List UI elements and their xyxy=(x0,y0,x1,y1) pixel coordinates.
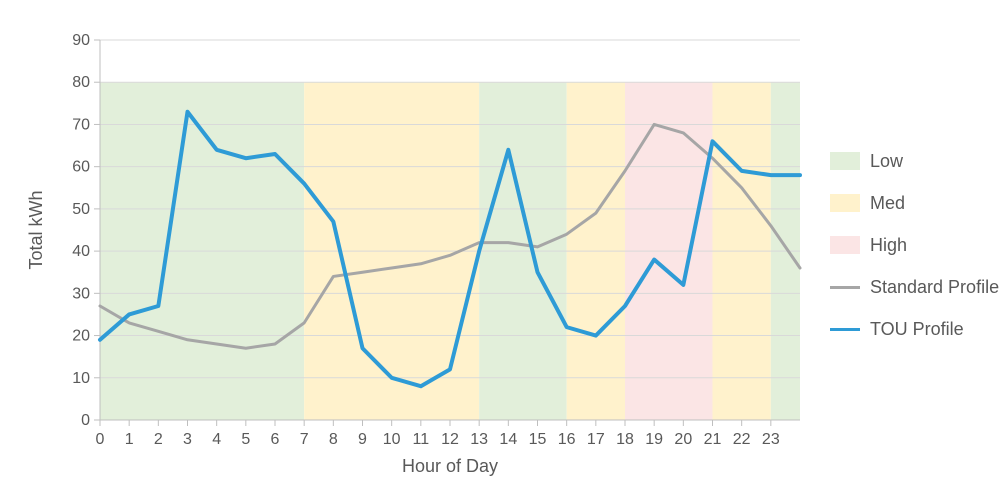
legend-item-high: High xyxy=(830,224,999,266)
y-tick-label: 30 xyxy=(72,285,90,302)
y-tick-label: 40 xyxy=(72,243,90,260)
y-tick-label: 10 xyxy=(72,370,90,387)
x-tick-label: 3 xyxy=(183,431,192,448)
chart-container: 0102030405060708090012345678910111213141… xyxy=(0,0,1000,500)
legend-item-tou-profile: TOU Profile xyxy=(830,308,999,350)
x-tick-label: 4 xyxy=(212,431,221,448)
x-tick-label: 1 xyxy=(125,431,134,448)
x-tick-label: 23 xyxy=(762,431,780,448)
legend-label: Standard Profile xyxy=(870,277,999,298)
x-tick-label: 16 xyxy=(558,431,576,448)
x-tick-label: 17 xyxy=(587,431,605,448)
legend-item-standard-profile: Standard Profile xyxy=(830,266,999,308)
y-tick-label: 80 xyxy=(72,74,90,91)
y-tick-label: 0 xyxy=(81,412,90,429)
x-tick-label: 0 xyxy=(96,431,105,448)
legend-label: Low xyxy=(870,151,903,172)
x-tick-label: 11 xyxy=(413,431,430,448)
y-tick-label: 90 xyxy=(72,32,90,49)
x-tick-label: 13 xyxy=(470,431,488,448)
x-tick-label: 21 xyxy=(704,431,722,448)
x-tick-label: 2 xyxy=(154,431,163,448)
x-tick-label: 9 xyxy=(358,431,367,448)
x-tick-label: 15 xyxy=(529,431,547,448)
x-axis-label: Hour of Day xyxy=(402,456,498,476)
y-tick-label: 50 xyxy=(72,201,90,218)
x-tick-label: 19 xyxy=(645,431,663,448)
legend-item-low: Low xyxy=(830,140,999,182)
y-tick-label: 20 xyxy=(72,328,90,345)
legend-item-med: Med xyxy=(830,182,999,224)
x-tick-label: 8 xyxy=(329,431,338,448)
legend-swatch xyxy=(830,236,860,254)
legend-swatch xyxy=(830,328,860,331)
x-tick-label: 20 xyxy=(674,431,692,448)
x-tick-label: 6 xyxy=(271,431,280,448)
legend: Low Med High Standard Profile TOU Profile xyxy=(830,140,999,350)
x-tick-label: 22 xyxy=(733,431,751,448)
legend-swatch xyxy=(830,286,860,289)
legend-label: Med xyxy=(870,193,905,214)
x-tick-label: 5 xyxy=(241,431,250,448)
legend-label: High xyxy=(870,235,907,256)
x-tick-label: 12 xyxy=(441,431,459,448)
legend-swatch xyxy=(830,194,860,212)
x-tick-label: 7 xyxy=(300,431,309,448)
y-axis-label: Total kWh xyxy=(26,190,46,269)
legend-label: TOU Profile xyxy=(870,319,964,340)
legend-swatch xyxy=(830,152,860,170)
x-tick-label: 18 xyxy=(616,431,634,448)
y-tick-label: 70 xyxy=(72,116,90,133)
x-tick-label: 14 xyxy=(499,431,517,448)
x-tick-label: 10 xyxy=(383,431,401,448)
y-tick-label: 60 xyxy=(72,159,90,176)
